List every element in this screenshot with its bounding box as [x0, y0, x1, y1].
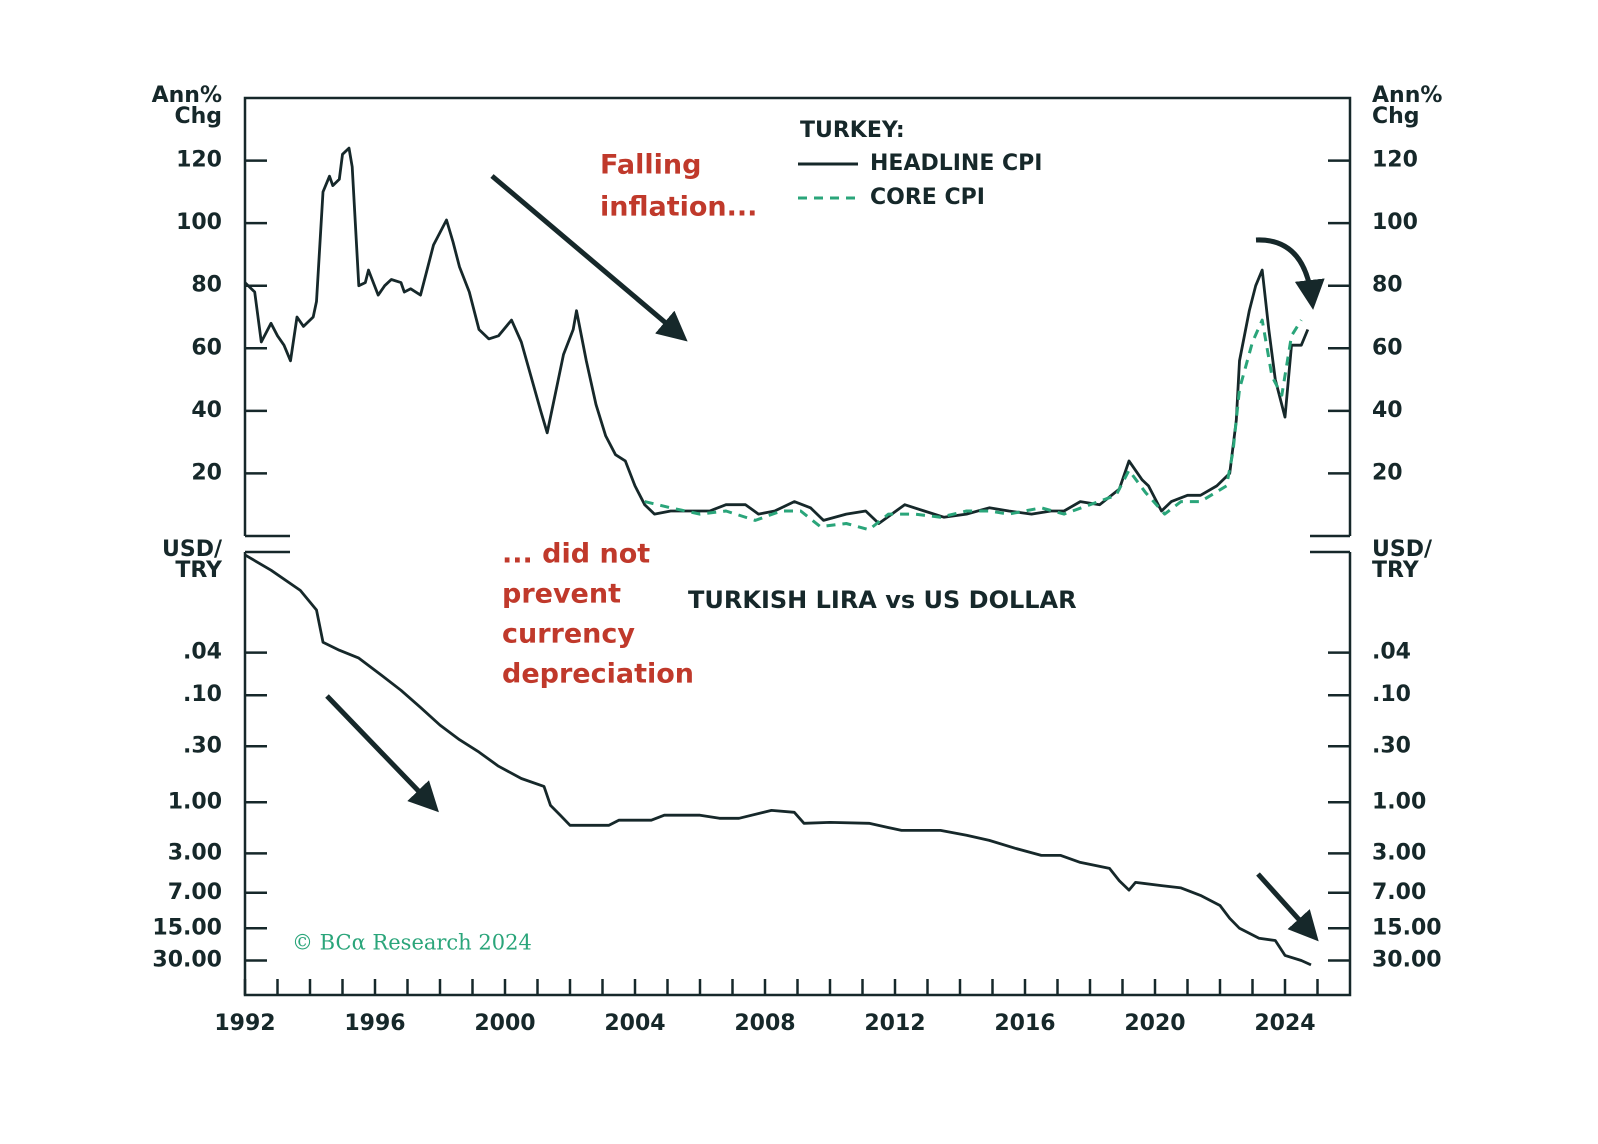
y2-tick-label: .10 — [1372, 682, 1411, 707]
series-line — [244, 146, 1310, 525]
y2-tick-label: 15.00 — [1372, 915, 1442, 940]
source: © BCα Research 2024 — [292, 931, 532, 955]
legend-label: HEADLINE CPI — [870, 151, 1043, 176]
y2-tick-label: .04 — [1372, 640, 1411, 665]
annotation: depreciation — [502, 659, 694, 690]
x-tick-label: 2024 — [1254, 1011, 1315, 1036]
y-tick-label: 80 — [191, 273, 222, 298]
x-tick-label: 2020 — [1124, 1011, 1185, 1036]
y-axis-title: USD/ — [162, 537, 223, 562]
annotation: ... did not — [502, 539, 650, 570]
y2-axis-title: Ann% — [1372, 83, 1442, 108]
y-tick-label: 15.00 — [152, 915, 222, 940]
legend-title: TURKEY: — [800, 118, 905, 143]
y-tick-label: 7.00 — [168, 880, 222, 905]
y2-tick-label: 100 — [1372, 210, 1418, 235]
series-line — [244, 553, 1312, 967]
y-axis-title: Ann% — [152, 83, 222, 108]
y-tick-label: 20 — [191, 460, 222, 485]
y2-tick-label: 1.00 — [1372, 789, 1426, 814]
y2-tick-label: 80 — [1372, 273, 1403, 298]
x-tick-label: 2008 — [734, 1011, 795, 1036]
y2-tick-label: 60 — [1372, 335, 1403, 360]
y-tick-label: 120 — [176, 148, 222, 173]
x-tick-label: 2000 — [474, 1011, 535, 1036]
annotation: inflation... — [600, 192, 757, 223]
y-tick-label: 100 — [176, 210, 222, 235]
y-tick-label: 3.00 — [168, 840, 222, 865]
y2-tick-label: 7.00 — [1372, 880, 1426, 905]
subtitle: TURKISH LIRA vs US DOLLAR — [688, 586, 1077, 614]
annotation: Falling — [600, 150, 701, 181]
y2-tick-label: 30.00 — [1372, 947, 1442, 972]
y-tick-label: .10 — [183, 682, 222, 707]
y-tick-label: 30.00 — [152, 947, 222, 972]
frame — [243, 96, 1352, 997]
y2-tick-label: 120 — [1372, 148, 1418, 173]
y-tick-label: 40 — [191, 398, 222, 423]
y-tick-label: .30 — [183, 733, 222, 758]
y2-axis-title: TRY — [1372, 558, 1420, 583]
y2-tick-label: 40 — [1372, 398, 1403, 423]
y-tick-label: 1.00 — [168, 789, 222, 814]
annotation: prevent — [502, 579, 621, 610]
y-axis-title: TRY — [175, 558, 223, 583]
x-tick-label: 2004 — [604, 1011, 665, 1036]
x-tick-label: 2016 — [994, 1011, 1055, 1036]
series-line — [644, 318, 1303, 532]
x-tick-label: 1996 — [344, 1011, 405, 1036]
y2-axis-title: Chg — [1372, 104, 1420, 129]
y2-axis-title: USD/ — [1372, 537, 1433, 562]
y2-tick-label: 3.00 — [1372, 840, 1426, 865]
annotation: currency — [502, 619, 635, 650]
y2-tick-label: .30 — [1372, 733, 1411, 758]
y-axis-title: Chg — [174, 104, 222, 129]
x-tick-label: 1992 — [214, 1011, 275, 1036]
x-tick-label: 2012 — [864, 1011, 925, 1036]
arrows — [325, 174, 1325, 942]
y-tick-label: 60 — [191, 335, 222, 360]
legend-label: CORE CPI — [870, 185, 985, 210]
y-tick-label: .04 — [183, 640, 222, 665]
y2-tick-label: 20 — [1372, 460, 1403, 485]
